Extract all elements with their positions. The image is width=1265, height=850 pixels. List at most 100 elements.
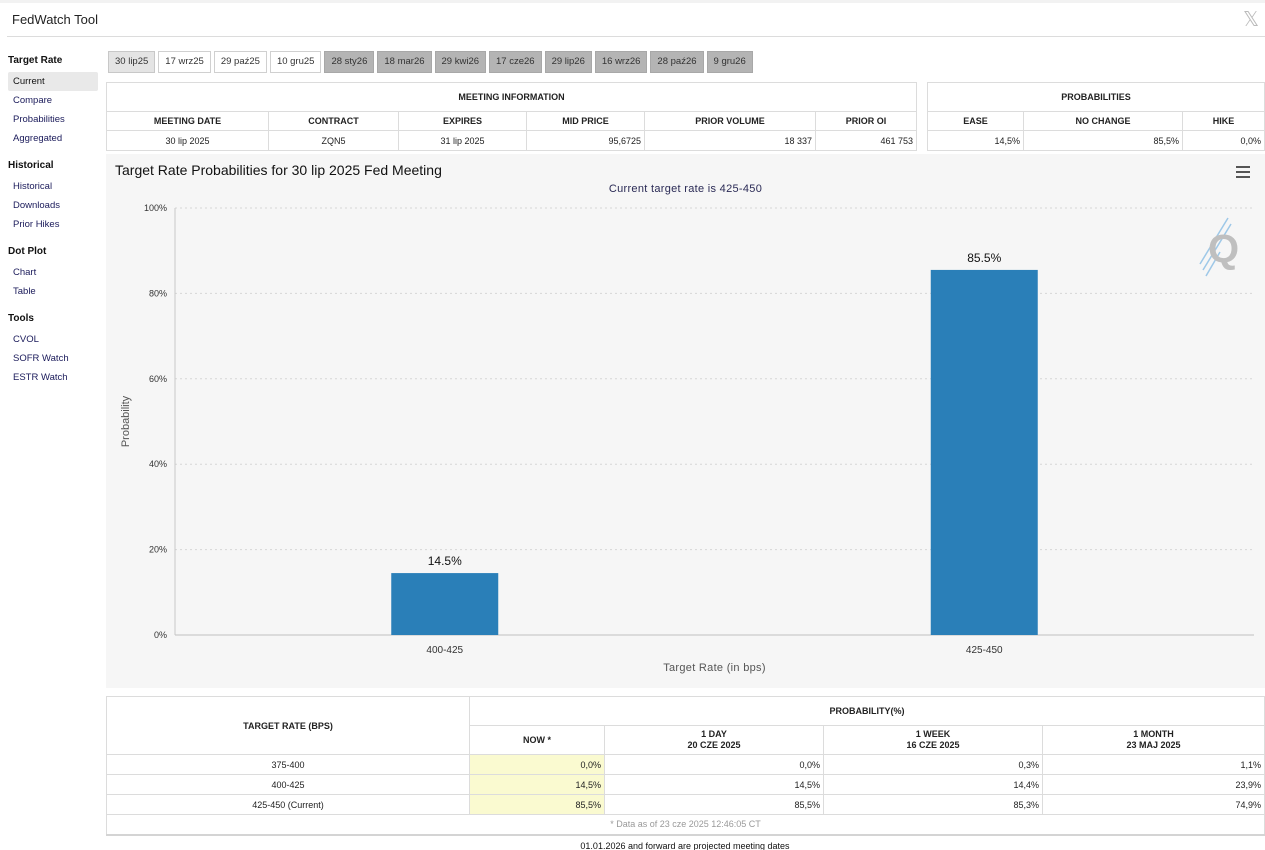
rate-cell: 400-425 [106, 774, 470, 795]
svg-text:Q: Q [1208, 227, 1239, 271]
sidebar-item-prior-hikes[interactable]: Prior Hikes [13, 219, 60, 230]
sidebar-group-historical: Historical Historical Downloads Prior Hi… [0, 155, 104, 234]
now-cell: 0,0% [469, 754, 605, 775]
sidebar-item-cvol[interactable]: CVOL [13, 334, 39, 345]
tab-meeting-date[interactable]: 17 cze26 [489, 51, 542, 73]
col-header-mid-price: MID PRICE [526, 111, 645, 131]
now-cell: 85,5% [469, 794, 605, 815]
col-header-no-change: NO CHANGE [1023, 111, 1183, 131]
prior-oi-value: 461 753 [815, 130, 917, 151]
chart-title: Target Rate Probabilities for 30 lip 202… [115, 162, 442, 178]
col-header-target-rate: TARGET RATE (BPS) [106, 696, 470, 755]
meeting-info-caption: MEETING INFORMATION [106, 82, 917, 112]
sidebar-item-probabilities[interactable]: Probabilities [13, 114, 65, 125]
day-cell: 14,5% [604, 774, 824, 795]
y-tick-label: 80% [149, 288, 167, 298]
col-header-prior-oi: PRIOR OI [815, 111, 917, 131]
probabilities-caption: PROBABILITIES [927, 82, 1265, 112]
sidebar-item-sofr-watch[interactable]: SOFR Watch [13, 353, 69, 364]
bar-data-label: 14.5% [428, 554, 462, 568]
y-tick-label: 20% [149, 545, 167, 555]
rate-cell: 375-400 [106, 754, 470, 775]
sidebar-group-tools: Tools CVOL SOFR Watch ESTR Watch [0, 308, 104, 387]
tab-meeting-date[interactable]: 28 sty26 [324, 51, 375, 73]
hamburger-menu-icon[interactable] [1236, 166, 1250, 178]
tab-meeting-date[interactable]: 28 paź26 [650, 51, 704, 73]
day-cell: 0,0% [604, 754, 824, 775]
meeting-info-table: MEETING INFORMATION MEETING DATE CONTRAC… [106, 82, 917, 151]
tab-meeting-date[interactable]: 9 gru26 [706, 51, 753, 73]
week-cell: 85,3% [823, 794, 1043, 815]
q-logo-icon: Q [1199, 217, 1239, 277]
tab-meeting-date[interactable]: 16 wrz26 [594, 51, 648, 73]
tab-meeting-date[interactable]: 18 mar26 [377, 51, 432, 73]
y-tick-label: 0% [154, 630, 167, 640]
sidebar-heading: Historical [8, 160, 54, 171]
contract-value: ZQN5 [268, 130, 399, 151]
col-header-1-day: 1 DAY 20 CZE 2025 [604, 725, 824, 755]
tab-meeting-date[interactable]: 29 paź25 [213, 51, 267, 73]
bar [391, 573, 499, 635]
top-border [0, 0, 1265, 3]
table-row: 425-450 (Current) 85,5% 85,5% 85,3% 74,9… [106, 794, 1265, 815]
expires-value: 31 lip 2025 [398, 130, 527, 151]
sidebar-item-aggregated[interactable]: Aggregated [13, 133, 63, 144]
prior-volume-value: 18 337 [644, 130, 816, 151]
month-cell: 23,9% [1042, 774, 1265, 795]
meeting-date-tabs: 30 lip25 17 wrz25 29 paź25 10 gru25 28 sty26… [108, 51, 753, 73]
day-cell: 85,5% [604, 794, 824, 815]
sidebar-item-compare[interactable]: Compare [13, 95, 53, 106]
tab-meeting-date[interactable]: 10 gru25 [269, 51, 322, 73]
probability-history-table: TARGET RATE (BPS) PROBABILITY(%) NOW * 1… [106, 696, 1265, 836]
col-header-prior-volume: PRIOR VOLUME [644, 111, 816, 131]
projected-dates-note: 01.01.2026 and forward are projected mee… [580, 841, 790, 850]
header-bar: FedWatch Tool 𝕏 [7, 3, 1265, 37]
sidebar-heading: Target Rate [8, 55, 63, 66]
now-cell: 14,5% [469, 774, 605, 795]
col-header-ease: EASE [927, 111, 1024, 131]
sidebar-heading: Dot Plot [8, 246, 47, 257]
bar-data-label: 85.5% [967, 251, 1001, 265]
rate-cell: 425-450 (Current) [106, 794, 470, 815]
sidebar-item-table[interactable]: Table [13, 286, 36, 297]
sidebar-nav: Target Rate Current Compare Probabilitie… [0, 50, 104, 394]
month-cell: 1,1% [1042, 754, 1265, 775]
probability-bar-chart: 0% 20% 40% 60% 80% 100% 14.5% 400-425 85.5% 425-4… [120, 203, 1254, 674]
col-header-contract: CONTRACT [268, 111, 399, 131]
tab-meeting-date[interactable]: 29 kwi26 [434, 51, 487, 73]
app-title: FedWatch Tool [12, 12, 98, 27]
y-tick-label: 100% [144, 203, 167, 213]
sidebar-item-downloads[interactable]: Downloads [13, 200, 60, 211]
chart-subtitle: Current target rate is 425-450 [608, 183, 763, 195]
sidebar-item-estr-watch[interactable]: ESTR Watch [13, 372, 68, 383]
mid-price-value: 95,6725 [526, 130, 645, 151]
sidebar-item-historical[interactable]: Historical [13, 181, 53, 192]
hike-value: 0,0% [1182, 130, 1265, 151]
x-tick-label: 400-425 [426, 645, 463, 656]
sidebar-item-current[interactable]: Current [8, 72, 98, 91]
y-tick-label: 40% [149, 459, 167, 469]
sidebar-item-chart[interactable]: Chart [13, 267, 37, 278]
bar [930, 269, 1038, 635]
y-axis-title: Probability [120, 395, 132, 447]
no-change-value: 85,5% [1023, 130, 1183, 151]
table-row: 400-425 14,5% 14,5% 14,4% 23,9% [106, 774, 1265, 795]
probability-group-header: PROBABILITY(%) [469, 696, 1265, 726]
week-cell: 14,4% [823, 774, 1043, 795]
month-cell: 74,9% [1042, 794, 1265, 815]
week-cell: 0,3% [823, 754, 1043, 775]
tab-meeting-date[interactable]: 17 wrz25 [158, 51, 211, 73]
chart-panel: 0% 20% 40% 60% 80% 100% 14.5% 400-425 85.5% 425-4… [106, 154, 1265, 688]
probabilities-table: PROBABILITIES EASE NO CHANGE HIKE 14,5% … [927, 82, 1265, 151]
tab-meeting-date[interactable]: 30 lip25 [108, 51, 156, 73]
col-header-now: NOW * [469, 725, 605, 755]
tab-meeting-date[interactable]: 29 lip26 [544, 51, 592, 73]
sidebar-group-target-rate: Target Rate Current Compare Probabilitie… [0, 50, 104, 148]
x-tick-label: 425-450 [966, 645, 1003, 656]
data-timestamp-footnote: * Data as of 23 cze 2025 12:46:05 CT [106, 814, 1265, 836]
x-logo-icon[interactable]: 𝕏 [1243, 7, 1260, 31]
table-row: 375-400 0,0% 0,0% 0,3% 1,1% [106, 754, 1265, 775]
ease-value: 14,5% [927, 130, 1024, 151]
col-header-meeting-date: MEETING DATE [106, 111, 269, 131]
